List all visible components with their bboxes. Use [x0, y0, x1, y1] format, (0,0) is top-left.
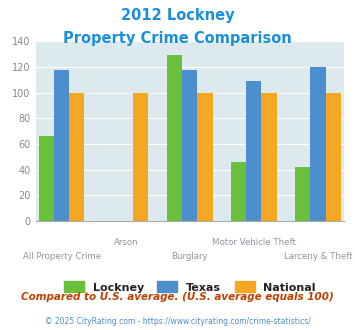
Bar	[167, 55, 182, 221]
Text: Larceny & Theft: Larceny & Theft	[284, 252, 352, 261]
Text: Property Crime Comparison: Property Crime Comparison	[63, 31, 292, 46]
Text: Compared to U.S. average. (U.S. average equals 100): Compared to U.S. average. (U.S. average …	[21, 292, 334, 302]
Bar	[39, 136, 54, 221]
Text: Motor Vehicle Theft: Motor Vehicle Theft	[212, 238, 296, 247]
Bar	[54, 70, 69, 221]
Bar	[182, 70, 197, 221]
Bar	[295, 167, 311, 221]
Text: Arson: Arson	[114, 238, 138, 247]
Bar	[311, 67, 326, 221]
Text: Burglary: Burglary	[171, 252, 208, 261]
Text: All Property Crime: All Property Crime	[23, 252, 101, 261]
Text: 2012 Lockney: 2012 Lockney	[121, 8, 234, 23]
Bar	[246, 81, 262, 221]
Bar	[326, 93, 340, 221]
Bar	[262, 93, 277, 221]
Bar	[69, 93, 84, 221]
Bar	[231, 162, 246, 221]
Bar	[197, 93, 213, 221]
Bar	[133, 93, 148, 221]
Legend: Lockney, Texas, National: Lockney, Texas, National	[59, 277, 321, 297]
Text: © 2025 CityRating.com - https://www.cityrating.com/crime-statistics/: © 2025 CityRating.com - https://www.city…	[45, 317, 310, 326]
